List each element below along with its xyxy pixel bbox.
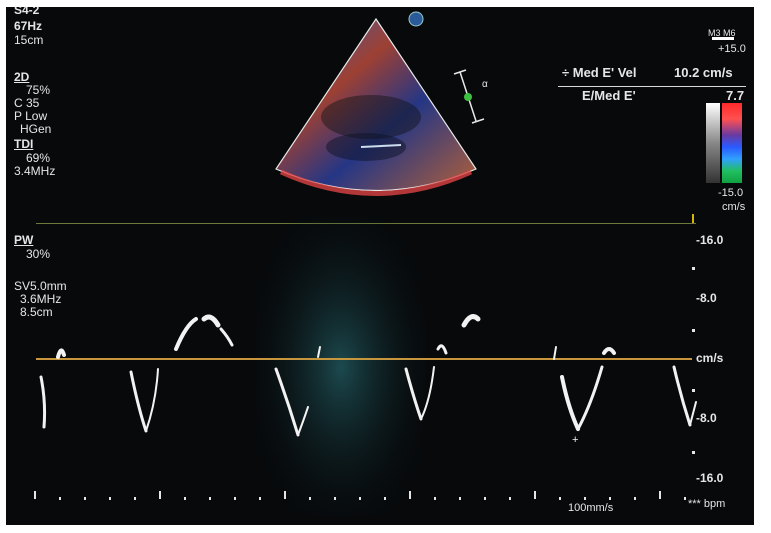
time-tick (609, 497, 611, 500)
tdi-frequency: 3.4MHz (14, 164, 56, 178)
time-tick (684, 497, 686, 500)
2d-gain: 75% (26, 83, 51, 97)
doppler-beam-haze (256, 217, 426, 517)
time-tick (284, 491, 286, 499)
time-tick (659, 491, 661, 499)
e-med-e-ratio-label: E/Med E' (582, 88, 636, 103)
e-med-e-ratio-value: 7.7 (726, 88, 745, 103)
depth-label: 15cm (14, 33, 44, 47)
time-tick (334, 497, 336, 500)
mode-2d-label: 2D (14, 70, 30, 84)
tdi-gain: 69% (26, 151, 51, 165)
time-tick (484, 497, 486, 500)
velocity-tick-bottom: -16.0 (696, 471, 724, 485)
probe-label: S4-2 (14, 7, 40, 17)
2d-power: P Low (14, 109, 48, 123)
caliper-marker: + (572, 434, 578, 446)
time-tick (184, 497, 186, 500)
ultrasound-screen: S4-2 67Hz 15cm 2D 75% C 35 P Low HGen TD… (6, 7, 754, 525)
mode-pw-label: PW (14, 233, 34, 247)
heart-rate: *** bpm (688, 498, 726, 510)
time-tick (384, 497, 386, 500)
time-tick (509, 497, 511, 500)
probe-orientation-icon (408, 11, 424, 27)
time-scale-ticks (34, 491, 686, 500)
med-e-velocity-value: 10.2 cm/s (674, 65, 733, 80)
time-tick (34, 491, 36, 499)
time-tick (209, 497, 211, 500)
scale-bar-top (712, 37, 734, 40)
2d-frequency: HGen (20, 122, 52, 136)
ultrasound-graphics: α (34, 11, 697, 517)
doppler-spectrum-trace (39, 314, 697, 437)
time-tick (309, 497, 311, 500)
scale-top-value: +15.0 (718, 43, 746, 55)
sweep-speed: 100mm/s (568, 502, 614, 514)
time-tick (359, 497, 361, 500)
2d-compress: C 35 (14, 96, 40, 110)
time-tick (109, 497, 111, 500)
time-tick (234, 497, 236, 500)
time-tick (134, 497, 136, 500)
pw-gain: 30% (26, 247, 51, 261)
med-e-velocity-label: ÷ Med E' Vel (562, 65, 637, 80)
pw-gate-depth: 8.5cm (20, 305, 53, 319)
scale-unit: cm/s (722, 201, 746, 213)
time-tick (634, 497, 636, 500)
time-tick (434, 497, 436, 500)
sweep-marker (692, 214, 694, 223)
time-tick (259, 497, 261, 500)
velocity-tick-top: -16.0 (696, 233, 724, 247)
time-tick (459, 497, 461, 500)
time-tick (59, 497, 61, 500)
pw-sample-volume: SV5.0mm (14, 279, 67, 293)
time-tick (584, 497, 586, 500)
measurement-divider (558, 86, 746, 87)
mode-tdi-label: TDI (14, 137, 34, 151)
time-tick (84, 497, 86, 500)
svg-text:α: α (482, 79, 488, 90)
time-tick (559, 497, 561, 500)
time-tick (534, 491, 536, 499)
scale-bottom-value: -15.0 (718, 187, 744, 199)
velocity-tick-baseline: cm/s (696, 351, 724, 365)
time-tick (159, 491, 161, 499)
velocity-tick-lower: -8.0 (696, 411, 717, 425)
frame-rate: 67Hz (14, 19, 43, 33)
velocity-tick-upper: -8.0 (696, 291, 717, 305)
sample-volume-gate: α (453, 69, 488, 124)
velocity-axis-ticks (692, 267, 695, 454)
pw-frequency: 3.6MHz (20, 292, 62, 306)
echo-sector-image (275, 17, 477, 196)
color-scale-bar (706, 103, 742, 183)
time-tick (409, 491, 411, 499)
m-indicator: M3 M6 (708, 28, 736, 38)
